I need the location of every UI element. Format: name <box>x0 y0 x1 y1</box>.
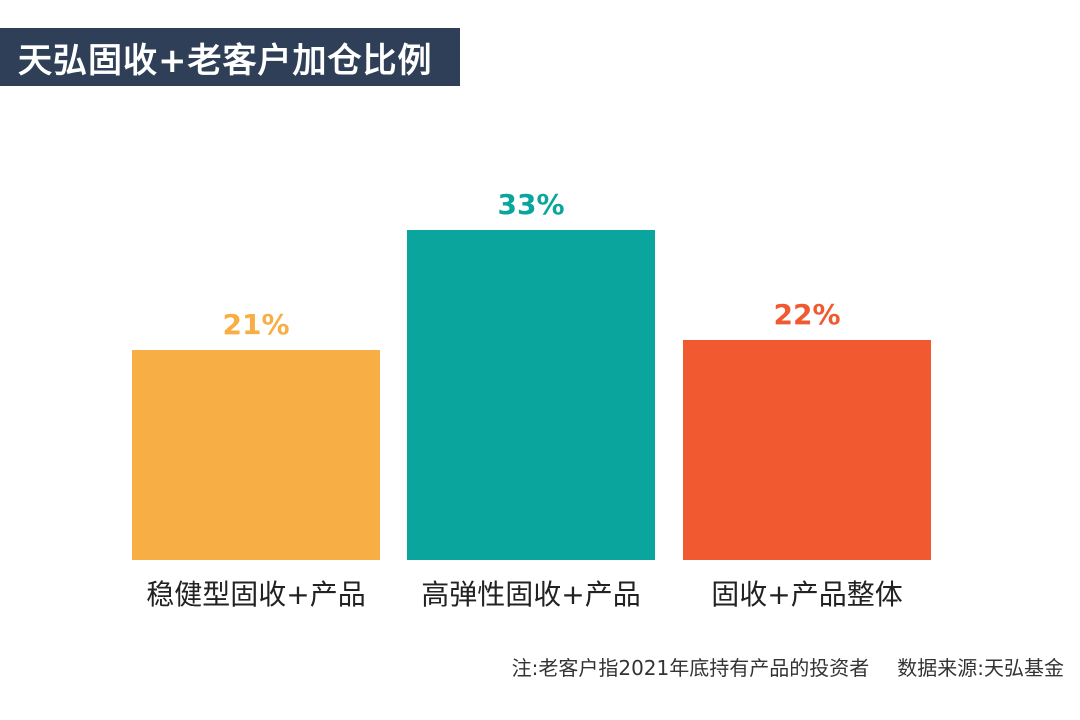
footnote: 注:老客户指2021年底持有产品的投资者 数据来源:天弘基金 <box>512 652 1064 681</box>
data-label-3: 22% <box>773 298 840 331</box>
bar-1 <box>132 350 380 560</box>
data-source: 数据来源:天弘基金 <box>897 656 1064 680</box>
bar-2 <box>407 230 655 560</box>
footnote-note: 注:老客户指2021年底持有产品的投资者 <box>511 656 870 680</box>
data-label-2: 33% <box>497 188 564 221</box>
category-label-1: 稳健型固收+产品 <box>146 578 365 611</box>
category-label-2: 高弹性固收+产品 <box>421 578 640 611</box>
chart-title: 天弘固收+老客户加仓比例 <box>18 40 433 81</box>
data-label-1: 21% <box>222 308 289 341</box>
category-label-3: 固收+产品整体 <box>711 578 902 611</box>
title-banner: 天弘固收+老客户加仓比例 <box>0 28 460 86</box>
bar-3 <box>683 340 931 560</box>
